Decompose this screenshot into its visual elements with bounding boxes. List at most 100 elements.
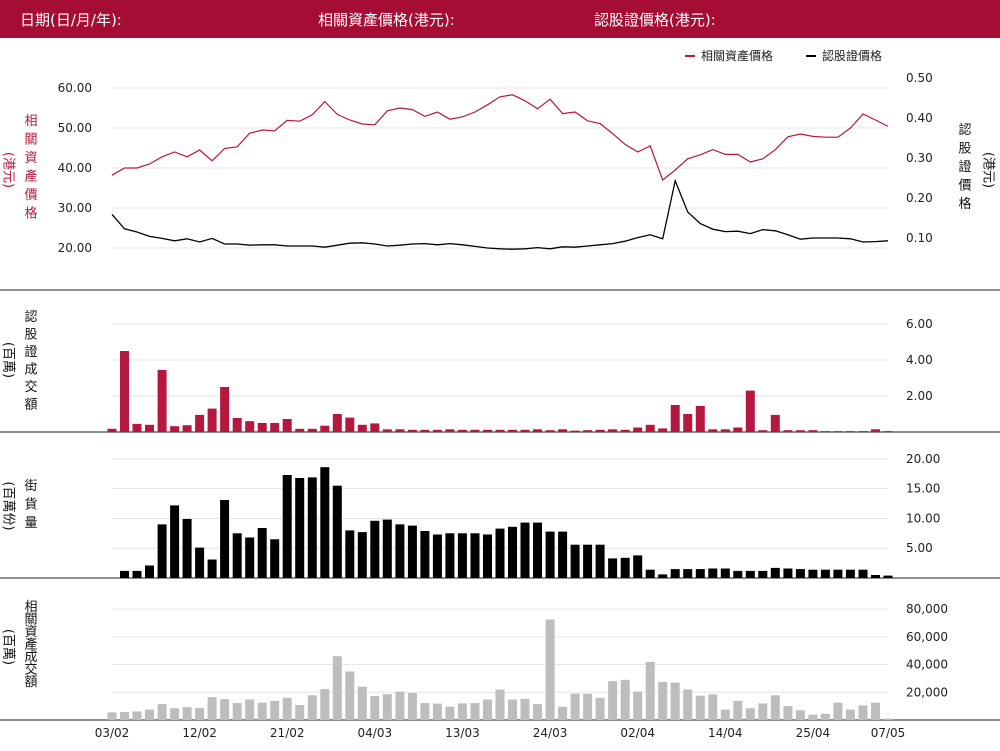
asset-turnover-axis-unit: (百萬) [1,629,16,665]
warrant-turnover-bar [395,429,405,432]
asset-turnover-bar [307,695,317,720]
asset-turnover-bar [545,619,555,720]
asset-turnover-bar [220,699,230,720]
outstanding-bar [758,570,768,578]
outstanding-bar [370,520,380,578]
asset-turnover-bar [595,697,605,720]
warrant-turnover-bar [357,424,367,432]
asset-turnover-bar [382,694,392,720]
asset-turnover-bar [407,693,417,720]
asset-turnover-bar [445,706,455,720]
asset-turnover-bar [695,695,705,720]
outstanding-bar [120,570,129,578]
y-tick-label: 4.00 [906,353,933,367]
asset-turnover-bar [608,681,618,720]
outstanding-bar [720,568,730,578]
outstanding-bar [808,569,818,578]
outstanding-bar [683,569,693,578]
asset-turnover-bar [107,712,117,720]
asset-turnover-bar [570,693,580,720]
outstanding-bar [357,532,367,578]
y-tick-label: 10.00 [906,511,940,525]
asset-turnover-bar [195,708,205,720]
asset-turnover-bar [145,709,154,720]
asset-turnover-bar [120,712,129,720]
asset-price-label: 相關資產價格(港元): [318,11,455,29]
outstanding-bar [470,533,480,578]
outstanding-bar [182,519,192,578]
asset-turnover-bar [808,714,818,720]
warrant-turnover-bar [845,431,855,432]
asset-price-line [111,94,889,181]
warrant-turnover-bar [257,423,267,432]
outstanding-bar [270,539,280,578]
outstanding-bar [157,524,167,578]
outstanding-bar [620,557,630,578]
outstanding-bar [407,525,417,578]
warrant-turnover-bar [508,429,517,432]
y-tick-label: 20.00 [906,452,940,466]
x-tick-label: 14/04 [708,726,743,740]
warrant-turnover-bar [282,419,292,432]
warrant-turnover-bar [570,430,580,432]
asset-turnover-bar [132,711,142,720]
warrant-turnover-bar [883,431,893,432]
warrant-turnover-bar [407,429,417,432]
warrant-turnover-bar [595,429,605,432]
warrant-turnover-bar [245,421,255,432]
warrant-turnover-bar [345,417,355,432]
y-tick-label: 20.00 [58,241,92,255]
asset-turnover-bar [758,703,768,720]
asset-turnover-bar [457,703,467,720]
warrant-turnover-bar [608,429,618,432]
y-tick-label: 30.00 [58,201,92,215]
x-tick-label: 03/02 [95,726,130,740]
warrant-turnover-bar [495,429,505,432]
asset-turnover-bar [207,697,217,720]
outstanding-bar [733,570,743,578]
outstanding-bar [770,567,780,578]
asset-turnover-bar [495,689,505,720]
outstanding-bar [583,544,593,578]
warrant-turnover-bar [808,430,818,432]
asset-turnover-bar [745,708,755,720]
warrant-turnover-bar [533,429,542,432]
y-axis-title-asset: 相關資產價格 [24,114,37,222]
warrant-price-line [111,178,889,250]
outstanding-bar [257,528,267,578]
asset-turnover-bar [332,656,342,720]
x-tick-label: 07/05 [871,726,906,740]
asset-turnover-bar [833,702,843,720]
outstanding-bar [382,519,392,578]
warrant-turnover-bar [745,390,755,432]
warrant-turnover-bar [733,427,743,432]
outstanding-bar [608,558,618,578]
warrant-turnover-bar [633,427,643,432]
outstanding-bar [833,569,843,578]
asset-turnover-bar [470,703,480,720]
outstanding-bar [445,533,455,578]
warrant-turnover-axis-unit: (百萬) [1,342,16,378]
outstanding-bar [858,569,868,578]
outstanding-bar [170,505,180,578]
outstanding-bar [345,530,355,578]
outstanding-bar [307,477,317,578]
warrant-turnover-bar [382,429,392,432]
warrant-turnover-bar [232,418,242,432]
asset-turnover-bar [783,706,793,720]
asset-turnover-bar [483,699,492,720]
y-tick-label: 15.00 [906,482,940,496]
asset-turnover-bar [720,709,730,720]
asset-turnover-bar [270,700,280,720]
outstanding-bar [520,522,530,578]
warrant-turnover-bar [220,387,230,432]
warrant-turnover-bar [620,429,630,432]
warrant-turnover-bar [270,423,280,432]
x-tick-label: 24/03 [533,726,568,740]
asset-turnover-bar [533,704,542,720]
warrant-turnover-bar [420,429,430,432]
asset-turnover-bar [508,699,517,720]
outstanding-axis-unit: (百萬份) [1,481,16,530]
y2-tick-label: 0.10 [906,231,933,245]
outstanding-bar [708,568,718,578]
